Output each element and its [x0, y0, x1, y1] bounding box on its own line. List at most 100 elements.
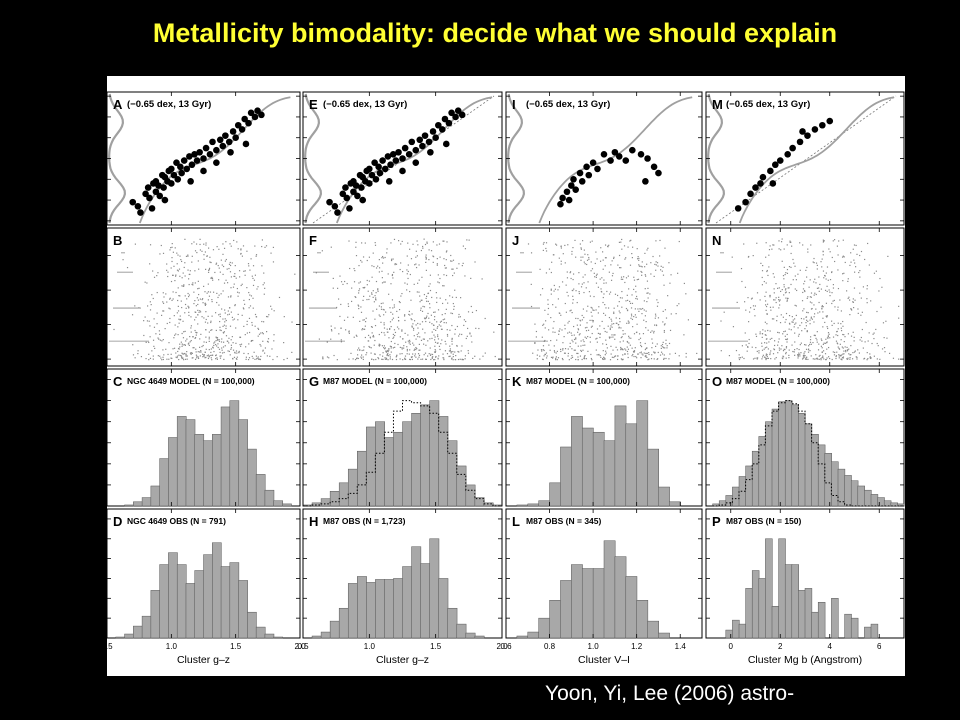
cmd-point: [637, 308, 639, 310]
cmd-point: [432, 356, 434, 358]
cmd-point: [765, 353, 768, 355]
cmd-point: [346, 282, 348, 285]
cluster-point: [234, 121, 242, 129]
cluster-point: [376, 169, 384, 177]
cmd-point: [786, 244, 788, 246]
cmd-point: [437, 338, 440, 340]
cmd-point: [821, 305, 823, 307]
cmd-point: [842, 333, 844, 336]
cmd-point: [122, 259, 124, 261]
cmd-point: [208, 355, 210, 357]
cmd-point: [587, 281, 589, 283]
cmd-point: [230, 311, 232, 313]
cmd-point: [755, 333, 757, 335]
cmd-point: [358, 307, 360, 310]
cmd-point: [631, 302, 634, 305]
cmd-point: [844, 336, 846, 338]
cmd-point: [781, 357, 783, 359]
cmd-point: [803, 356, 805, 358]
cmd-point: [799, 355, 801, 357]
cluster-point: [389, 151, 397, 158]
histogram-bar: [603, 540, 616, 639]
cmd-point: [258, 333, 261, 335]
cmd-point: [459, 358, 461, 360]
cmd-point: [456, 267, 458, 269]
cmd-point: [614, 293, 617, 295]
cmd-point: [773, 344, 776, 347]
cmd-point: [449, 355, 451, 357]
cmd-point: [236, 358, 238, 360]
cmd-point: [810, 336, 812, 338]
histogram-bar: [625, 423, 638, 507]
cmd-point: [227, 314, 229, 316]
cmd-point: [860, 297, 862, 299]
cmd-point: [407, 270, 409, 273]
histogram-bar: [870, 494, 879, 507]
cmd-point: [632, 353, 634, 356]
cmd-point: [445, 274, 448, 277]
cmd-point: [620, 337, 622, 339]
cmd-point: [764, 300, 767, 302]
cmd-point: [177, 310, 180, 312]
cmd-point: [248, 265, 250, 267]
cmd-point: [176, 357, 178, 359]
cmd-point: [655, 269, 657, 271]
cmd-point: [595, 338, 597, 340]
cmd-point: [399, 301, 401, 304]
cmd-point: [262, 333, 264, 335]
cmd-point: [328, 357, 330, 359]
cmd-point: [422, 328, 424, 330]
cmd-point: [378, 344, 380, 347]
cmd-point: [805, 357, 807, 359]
cmd-point: [205, 356, 207, 359]
cmd-point: [427, 300, 429, 303]
cmd-point: [581, 240, 584, 242]
histogram-bar: [844, 475, 852, 507]
cmd-point: [355, 296, 357, 299]
cmd-point: [265, 331, 268, 333]
cmd-point: [631, 252, 633, 255]
cmd-point: [837, 306, 839, 308]
cmd-point: [852, 352, 854, 354]
cmd-point: [786, 338, 789, 340]
cmd-point: [668, 358, 670, 360]
cmd-point: [774, 340, 776, 342]
cmd-point: [450, 254, 452, 257]
cluster-point: [213, 159, 220, 166]
cmd-point: [409, 273, 411, 276]
cmd-point: [383, 332, 385, 334]
cmd-point: [766, 313, 768, 315]
cmd-point: [452, 259, 455, 261]
cmd-point: [847, 333, 849, 335]
cmd-point: [831, 256, 833, 259]
cmd-point: [638, 264, 640, 266]
cmd-point: [185, 355, 187, 357]
cmd-point: [429, 274, 431, 276]
cmd-point: [183, 285, 185, 287]
cmd-point: [471, 341, 473, 343]
cmd-point: [424, 318, 426, 320]
cmd-point: [595, 309, 597, 311]
cmd-point: [820, 338, 822, 340]
cmd-point: [425, 358, 427, 360]
cmd-point: [332, 287, 334, 289]
cmd-point: [464, 248, 467, 250]
cmd-point: [783, 286, 785, 288]
cmd-point: [435, 329, 437, 331]
cmd-point: [599, 325, 601, 327]
cmd-point: [216, 338, 219, 340]
cmd-point: [622, 333, 624, 335]
cmd-point: [857, 349, 859, 351]
cmd-point: [384, 347, 387, 349]
cmd-point: [240, 248, 242, 250]
cmd-point: [610, 325, 612, 327]
cmd-point: [153, 318, 155, 320]
cmd-point: [582, 344, 584, 346]
cmd-point: [177, 347, 180, 350]
cmd-point: [770, 309, 772, 311]
cmd-point: [184, 275, 186, 277]
histogram-bar: [411, 413, 422, 507]
cmd-point: [160, 314, 163, 316]
histogram-bar: [203, 554, 213, 639]
cmd-point: [428, 259, 430, 261]
